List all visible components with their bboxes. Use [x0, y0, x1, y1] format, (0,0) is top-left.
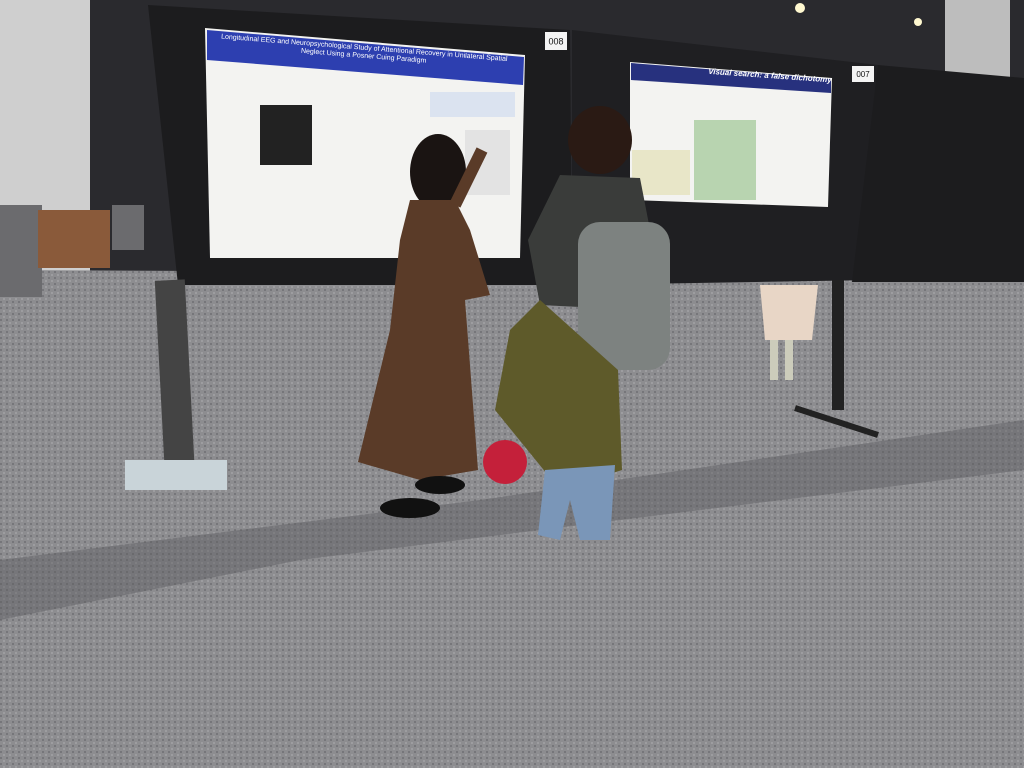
shoe — [380, 498, 440, 518]
backpack — [578, 222, 670, 370]
held-coat — [495, 300, 622, 490]
board-foot — [125, 460, 227, 490]
board-number-card — [852, 66, 874, 82]
leg — [770, 340, 778, 380]
trash-bin — [0, 205, 42, 297]
coat — [358, 200, 490, 480]
poster-header — [631, 63, 831, 93]
poster-board — [852, 65, 1024, 282]
board-post — [154, 279, 196, 481]
board-number: 008 — [548, 36, 563, 46]
trash-bin — [112, 205, 144, 250]
skirt — [760, 285, 818, 340]
shadow — [0, 420, 1024, 620]
carpet — [0, 270, 1024, 768]
pillar — [945, 0, 1010, 80]
board-foot — [794, 405, 879, 438]
shoe — [415, 476, 465, 494]
jeans — [538, 465, 615, 540]
board-number-card — [545, 32, 567, 50]
board-post — [832, 280, 844, 410]
poster-header — [207, 30, 524, 85]
ceiling-light — [795, 3, 805, 13]
leg — [785, 340, 793, 380]
poster-figure — [260, 105, 312, 165]
board-number: 007 — [856, 70, 870, 79]
hair — [568, 106, 632, 174]
hair — [410, 134, 466, 210]
poster-figure — [430, 92, 515, 117]
poster-figure — [694, 120, 756, 200]
bag — [483, 440, 527, 484]
arm — [449, 147, 488, 208]
counter — [38, 210, 110, 268]
ceiling-light — [914, 18, 922, 26]
